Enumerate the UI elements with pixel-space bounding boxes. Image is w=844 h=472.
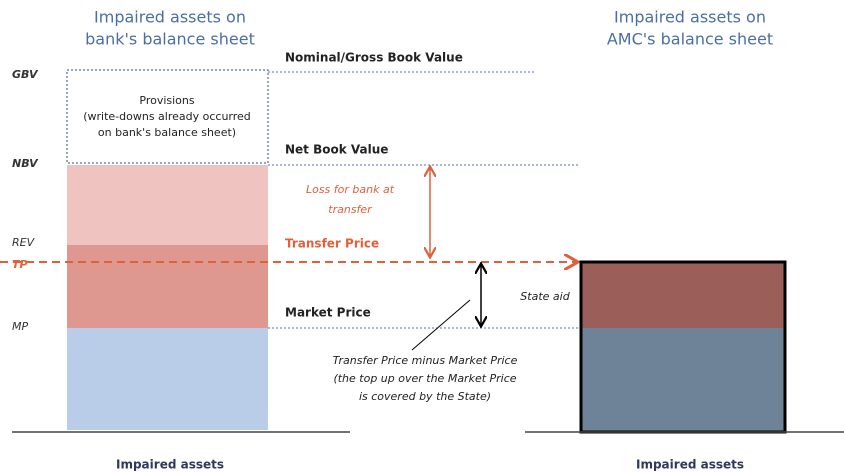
market-block [67,328,268,430]
provisions-box [66,69,269,164]
axis-label: NBV [12,157,39,170]
top-up-note: Transfer Price minus Market Price [333,354,518,367]
title: Impaired assets on [94,8,246,27]
provisions-text: (write-downs already occurred [83,110,251,123]
top-up-note: is covered by the State) [359,390,491,403]
axis-label: REV [12,236,36,249]
title: bank's balance sheet [85,30,255,49]
loss-block [67,165,268,245]
loss-note: Loss for bank at [306,183,395,196]
title: Impaired assets on [614,8,766,27]
footer: Impaired assets [116,458,224,472]
pointer [411,299,471,351]
top-up-note: (the top up over the Market Price [333,372,516,385]
level-label: Transfer Price [285,237,379,251]
amc-market-block [581,328,785,432]
axis-label: MP [12,320,28,333]
provisions-text: on bank's balance sheet) [98,126,236,139]
state-aid-note: State aid [520,290,570,303]
amc-transfer-block [581,262,785,328]
axis-label: GBV [12,68,39,81]
transfer-block [67,245,268,328]
level-label: Market Price [285,306,371,320]
level-label: Nominal/Gross Book Value [285,51,463,65]
title: AMC's balance sheet [607,30,773,49]
level-label: Net Book Value [285,143,388,157]
loss-note: transfer [328,203,373,216]
footer: Impaired assets [636,458,744,472]
provisions-text: Provisions [139,94,195,107]
axis-label: TP [12,258,28,271]
